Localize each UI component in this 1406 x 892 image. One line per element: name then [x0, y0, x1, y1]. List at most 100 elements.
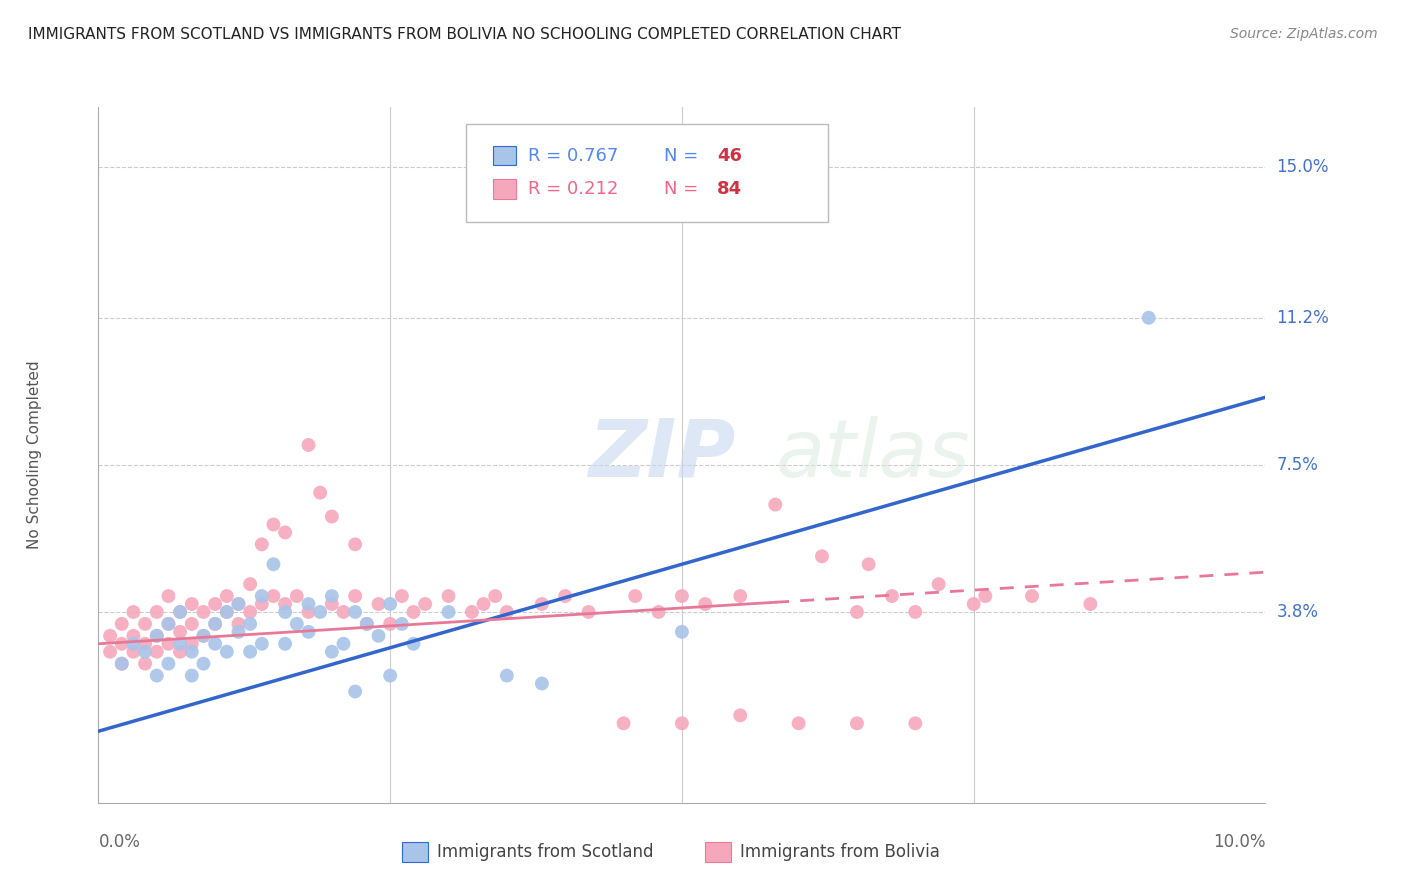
Point [146, 645, 169, 659]
Point [297, 597, 319, 611]
Point [239, 645, 262, 659]
Point [239, 605, 262, 619]
Point [98, 645, 121, 659]
Point [239, 577, 262, 591]
Point [671, 589, 693, 603]
Point [157, 616, 180, 631]
Point [122, 629, 145, 643]
Point [1080, 597, 1102, 611]
Point [367, 629, 389, 643]
Point [98, 629, 121, 643]
Point [671, 624, 693, 639]
Point [285, 589, 308, 603]
Point [215, 645, 238, 659]
Point [402, 605, 425, 619]
Point [332, 637, 354, 651]
Point [262, 558, 284, 572]
Point [250, 597, 273, 611]
Text: 46: 46 [717, 147, 742, 165]
Text: Immigrants from Bolivia: Immigrants from Bolivia [741, 843, 941, 861]
Point [146, 629, 169, 643]
Point [612, 716, 634, 731]
Text: R = 0.767: R = 0.767 [527, 147, 619, 165]
Point [332, 605, 354, 619]
Point [250, 589, 273, 603]
Point [193, 629, 215, 643]
Point [111, 616, 134, 631]
Point [122, 605, 145, 619]
Text: Immigrants from Scotland: Immigrants from Scotland [437, 843, 654, 861]
Point [180, 668, 202, 682]
Point [169, 624, 191, 639]
Point [157, 616, 180, 631]
Point [193, 657, 215, 671]
Text: No Schooling Completed: No Schooling Completed [27, 360, 42, 549]
Point [215, 605, 238, 619]
Point [157, 637, 180, 651]
Point [157, 657, 180, 671]
Point [321, 509, 343, 524]
Point [204, 616, 226, 631]
Point [204, 616, 226, 631]
Point [811, 549, 834, 564]
Point [250, 537, 273, 551]
Point [262, 517, 284, 532]
Point [344, 537, 367, 551]
Point [146, 668, 169, 682]
Text: 11.2%: 11.2% [1277, 309, 1329, 326]
Point [671, 716, 693, 731]
Point [495, 668, 517, 682]
Point [169, 637, 191, 651]
Point [578, 605, 600, 619]
Point [378, 668, 402, 682]
Point [858, 558, 880, 572]
Point [204, 597, 226, 611]
Text: 84: 84 [717, 180, 742, 198]
Text: 7.5%: 7.5% [1277, 456, 1319, 474]
Point [180, 645, 202, 659]
Point [193, 629, 215, 643]
Point [134, 637, 156, 651]
Point [297, 605, 319, 619]
Point [880, 589, 903, 603]
Point [122, 645, 145, 659]
Point [111, 657, 134, 671]
Point [285, 616, 308, 631]
Text: Source: ZipAtlas.com: Source: ZipAtlas.com [1230, 27, 1378, 41]
Text: atlas: atlas [775, 416, 970, 494]
FancyBboxPatch shape [494, 179, 516, 199]
Point [344, 684, 367, 698]
Point [321, 645, 343, 659]
Text: ZIP: ZIP [589, 416, 735, 494]
Text: N =: N = [665, 147, 699, 165]
Point [297, 438, 319, 452]
Point [461, 605, 484, 619]
Point [484, 589, 506, 603]
Point [180, 637, 202, 651]
Point [134, 616, 156, 631]
Point [378, 616, 402, 631]
Point [321, 589, 343, 603]
Point [250, 637, 273, 651]
Text: N =: N = [665, 180, 699, 198]
Point [111, 637, 134, 651]
Point [391, 616, 413, 631]
Point [413, 597, 436, 611]
Point [928, 577, 950, 591]
Point [274, 525, 297, 540]
Text: 15.0%: 15.0% [1277, 158, 1329, 176]
Point [402, 637, 425, 651]
Point [962, 597, 984, 611]
Point [146, 629, 169, 643]
Text: R = 0.212: R = 0.212 [527, 180, 619, 198]
Text: IMMIGRANTS FROM SCOTLAND VS IMMIGRANTS FROM BOLIVIA NO SCHOOLING COMPLETED CORRE: IMMIGRANTS FROM SCOTLAND VS IMMIGRANTS F… [28, 27, 901, 42]
Point [530, 676, 553, 690]
Point [146, 605, 169, 619]
Point [763, 498, 786, 512]
Point [180, 597, 202, 611]
Point [215, 605, 238, 619]
Point [356, 616, 378, 631]
Point [111, 657, 134, 671]
Point [134, 645, 156, 659]
Point [169, 605, 191, 619]
